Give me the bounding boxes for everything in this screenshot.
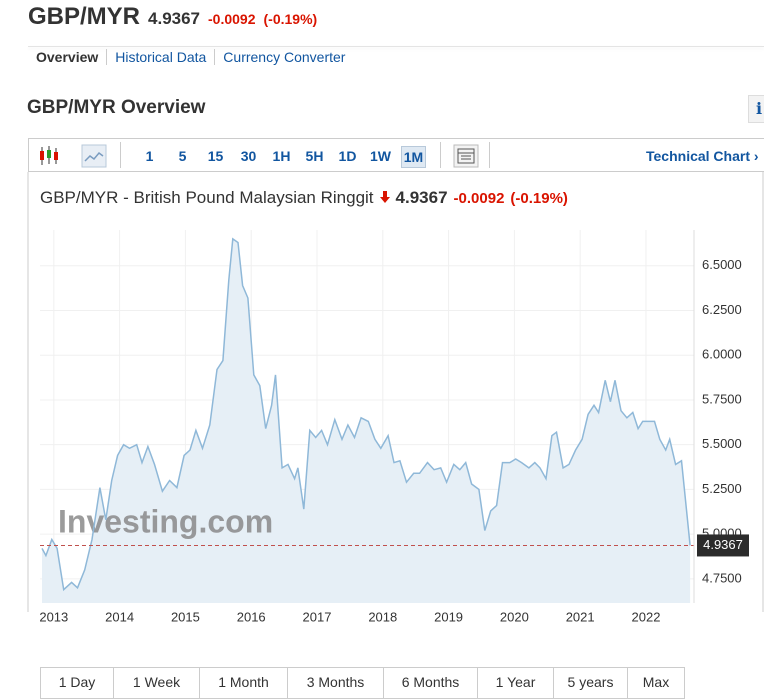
x-tick-label: 2013	[39, 609, 68, 624]
price: 4.9367	[148, 9, 201, 28]
x-tick-label: 2018	[368, 609, 397, 624]
chart-header: GBP/MYR - British Pound Malaysian Ringgi…	[40, 188, 568, 208]
interval-button[interactable]: 1W	[370, 148, 391, 164]
area-icon[interactable]	[81, 144, 107, 168]
interval-button[interactable]: 1	[145, 148, 154, 164]
interval-button[interactable]: 1D	[338, 148, 357, 164]
chart-change: -0.0092	[453, 190, 505, 207]
interval-button[interactable]: 1H	[272, 148, 291, 164]
range-button[interactable]: 1 Day	[58, 674, 96, 690]
chart-price: 4.9367	[395, 188, 448, 207]
x-tick-label: 2017	[303, 609, 332, 624]
y-tick-label: 4.7500	[702, 570, 742, 585]
divider	[28, 46, 764, 47]
interval-button[interactable]: 5H	[305, 148, 324, 164]
last-price-box	[697, 534, 749, 557]
chart-change-pct: (-0.19%)	[510, 190, 568, 207]
y-tick-label: 6.5000	[702, 257, 742, 272]
technical-chart-link[interactable]: Technical Chart ›	[646, 148, 759, 164]
x-tick-label: 2021	[566, 609, 595, 624]
y-tick-label: 6.2500	[702, 302, 742, 317]
range-button[interactable]: 3 Months	[287, 668, 383, 698]
x-tick-label: 2022	[632, 609, 661, 624]
toolbar	[28, 138, 764, 172]
symbol: GBP/MYR	[28, 3, 141, 30]
x-tick-label: 2019	[434, 609, 463, 624]
range-button[interactable]: 5 years	[553, 668, 627, 698]
tab[interactable]: Overview	[36, 49, 99, 65]
separator	[489, 142, 490, 168]
tab[interactable]: Currency Converter	[214, 49, 353, 65]
range-button[interactable]: Max	[627, 668, 684, 698]
layout-icon[interactable]	[453, 144, 479, 168]
range-button[interactable]: 1 Week	[113, 668, 199, 698]
info-button[interactable]: i	[748, 95, 764, 123]
section-title: GBP/MYR Overview	[27, 97, 206, 118]
x-tick-label: 2016	[237, 609, 266, 624]
last-price-label: 4.9367	[703, 537, 743, 552]
price-line	[41, 237, 691, 592]
change: -0.0092	[208, 11, 256, 27]
candles-icon[interactable]	[40, 146, 58, 165]
separator	[120, 142, 121, 168]
tab[interactable]: Historical Data	[106, 49, 214, 65]
down-arrow	[379, 191, 390, 203]
range-button[interactable]: 1 Year	[477, 668, 553, 698]
range-button[interactable]: 1 Month	[199, 668, 287, 698]
x-tick-label: 2014	[105, 609, 134, 624]
range-button[interactable]: 6 Months	[383, 668, 477, 698]
interval-button[interactable]: 15	[207, 148, 224, 164]
interval-button[interactable]: 1M	[401, 146, 426, 168]
tabs: Overview Historical Data Currency Conver…	[36, 49, 353, 65]
y-tick-label: 5.2500	[702, 481, 742, 496]
x-tick-label: 2020	[500, 609, 529, 624]
interval-button[interactable]: 30	[240, 148, 257, 164]
quote-header: GBP/MYR 4.9367 -0.0092 (-0.19%)	[28, 3, 317, 31]
x-tick-label: 2015	[171, 609, 200, 624]
watermark: Investing.com	[58, 503, 273, 539]
range-buttons: 1 Day 1 Week 1 Month 3 Months 6 Months 1 Year…	[40, 667, 685, 699]
chart-type-icons	[40, 144, 107, 168]
interval-button[interactable]: 5	[178, 148, 187, 164]
y-tick-label: 5.7500	[702, 391, 742, 406]
intervals: 1 5 15 30 1H 5H 1D 1W 1M	[133, 146, 430, 168]
y-tick-label: 5.5000	[702, 436, 742, 451]
change-pct: (-0.19%)	[263, 11, 318, 27]
y-tick-label: 6.0000	[702, 347, 742, 362]
separator	[440, 142, 441, 168]
chart-title: GBP/MYR - British Pound Malaysian Ringgi…	[40, 188, 374, 207]
